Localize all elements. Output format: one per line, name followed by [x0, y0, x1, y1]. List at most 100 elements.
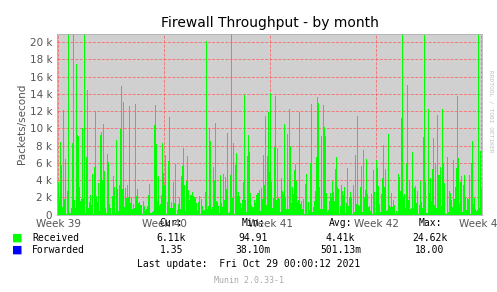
Bar [241, 208, 242, 215]
Bar [162, 143, 163, 215]
Bar [143, 201, 144, 215]
Bar [80, 192, 81, 215]
Bar [349, 197, 350, 215]
Bar [309, 189, 310, 215]
Bar [260, 211, 261, 215]
Bar [304, 214, 305, 215]
Bar [165, 185, 166, 215]
Bar [408, 200, 409, 215]
Bar [140, 205, 141, 215]
Bar [168, 117, 169, 215]
Bar [171, 202, 172, 215]
Bar [234, 214, 235, 215]
Bar [202, 206, 203, 215]
Bar [315, 174, 316, 215]
Bar [253, 203, 254, 215]
Text: Cur:: Cur: [160, 218, 183, 228]
Bar [297, 202, 298, 215]
Bar [350, 192, 351, 215]
Bar [151, 213, 152, 215]
Bar [230, 175, 231, 215]
Bar [285, 197, 286, 215]
Bar [90, 205, 91, 215]
Bar [406, 163, 407, 215]
Bar [368, 207, 369, 215]
Bar [148, 195, 149, 215]
Bar [163, 173, 164, 215]
Bar [324, 127, 325, 215]
Bar [323, 105, 324, 215]
Text: 4.41k: 4.41k [326, 233, 355, 243]
Bar [169, 212, 170, 215]
Bar [235, 165, 236, 215]
Bar [246, 212, 247, 215]
Bar [397, 213, 398, 215]
Bar [339, 214, 340, 215]
Bar [329, 201, 330, 215]
Bar [462, 212, 463, 215]
Text: Munin 2.0.33-1: Munin 2.0.33-1 [214, 277, 283, 285]
Bar [219, 213, 220, 215]
Bar [447, 157, 448, 215]
Bar [176, 214, 177, 215]
Bar [330, 193, 331, 215]
Bar [252, 207, 253, 215]
Bar [61, 165, 62, 215]
Bar [385, 169, 386, 215]
Bar [210, 141, 211, 215]
Bar [307, 214, 308, 215]
Bar [426, 194, 427, 215]
Bar [388, 134, 389, 215]
Bar [225, 177, 226, 215]
Bar [439, 175, 440, 215]
Bar [369, 206, 370, 215]
Bar [76, 64, 77, 215]
Bar [237, 175, 238, 215]
Bar [110, 208, 111, 215]
Bar [433, 138, 434, 215]
Bar [476, 211, 477, 215]
Bar [334, 201, 335, 215]
Bar [358, 205, 359, 215]
Bar [136, 206, 137, 215]
Bar [314, 201, 315, 215]
Bar [72, 143, 73, 215]
Bar [372, 214, 373, 215]
Text: Avg:: Avg: [329, 218, 352, 228]
Bar [105, 208, 106, 215]
Bar [365, 190, 366, 215]
Bar [319, 187, 320, 215]
Bar [256, 195, 257, 215]
Bar [83, 199, 84, 215]
Bar [145, 211, 146, 215]
Bar [228, 213, 229, 215]
Bar [294, 171, 295, 215]
Text: Min:: Min: [242, 218, 265, 228]
Bar [296, 181, 297, 215]
Bar [79, 187, 80, 215]
Bar [373, 170, 374, 215]
Bar [305, 184, 306, 215]
Bar [175, 164, 176, 215]
Bar [166, 214, 167, 215]
Bar [255, 203, 256, 215]
Bar [299, 112, 300, 215]
Bar [403, 197, 404, 215]
Bar [303, 199, 304, 215]
Bar [185, 211, 186, 215]
Y-axis label: Packets/second: Packets/second [17, 84, 27, 164]
Bar [322, 209, 323, 215]
Bar [458, 158, 459, 215]
Bar [290, 146, 291, 215]
Bar [301, 201, 302, 215]
Bar [413, 208, 414, 215]
Bar [445, 213, 446, 215]
Bar [271, 182, 272, 215]
Bar [221, 203, 222, 215]
Bar [457, 95, 458, 215]
Bar [394, 205, 395, 215]
Bar [220, 191, 221, 215]
Bar [144, 206, 145, 215]
Bar [477, 195, 478, 215]
Bar [258, 142, 259, 215]
